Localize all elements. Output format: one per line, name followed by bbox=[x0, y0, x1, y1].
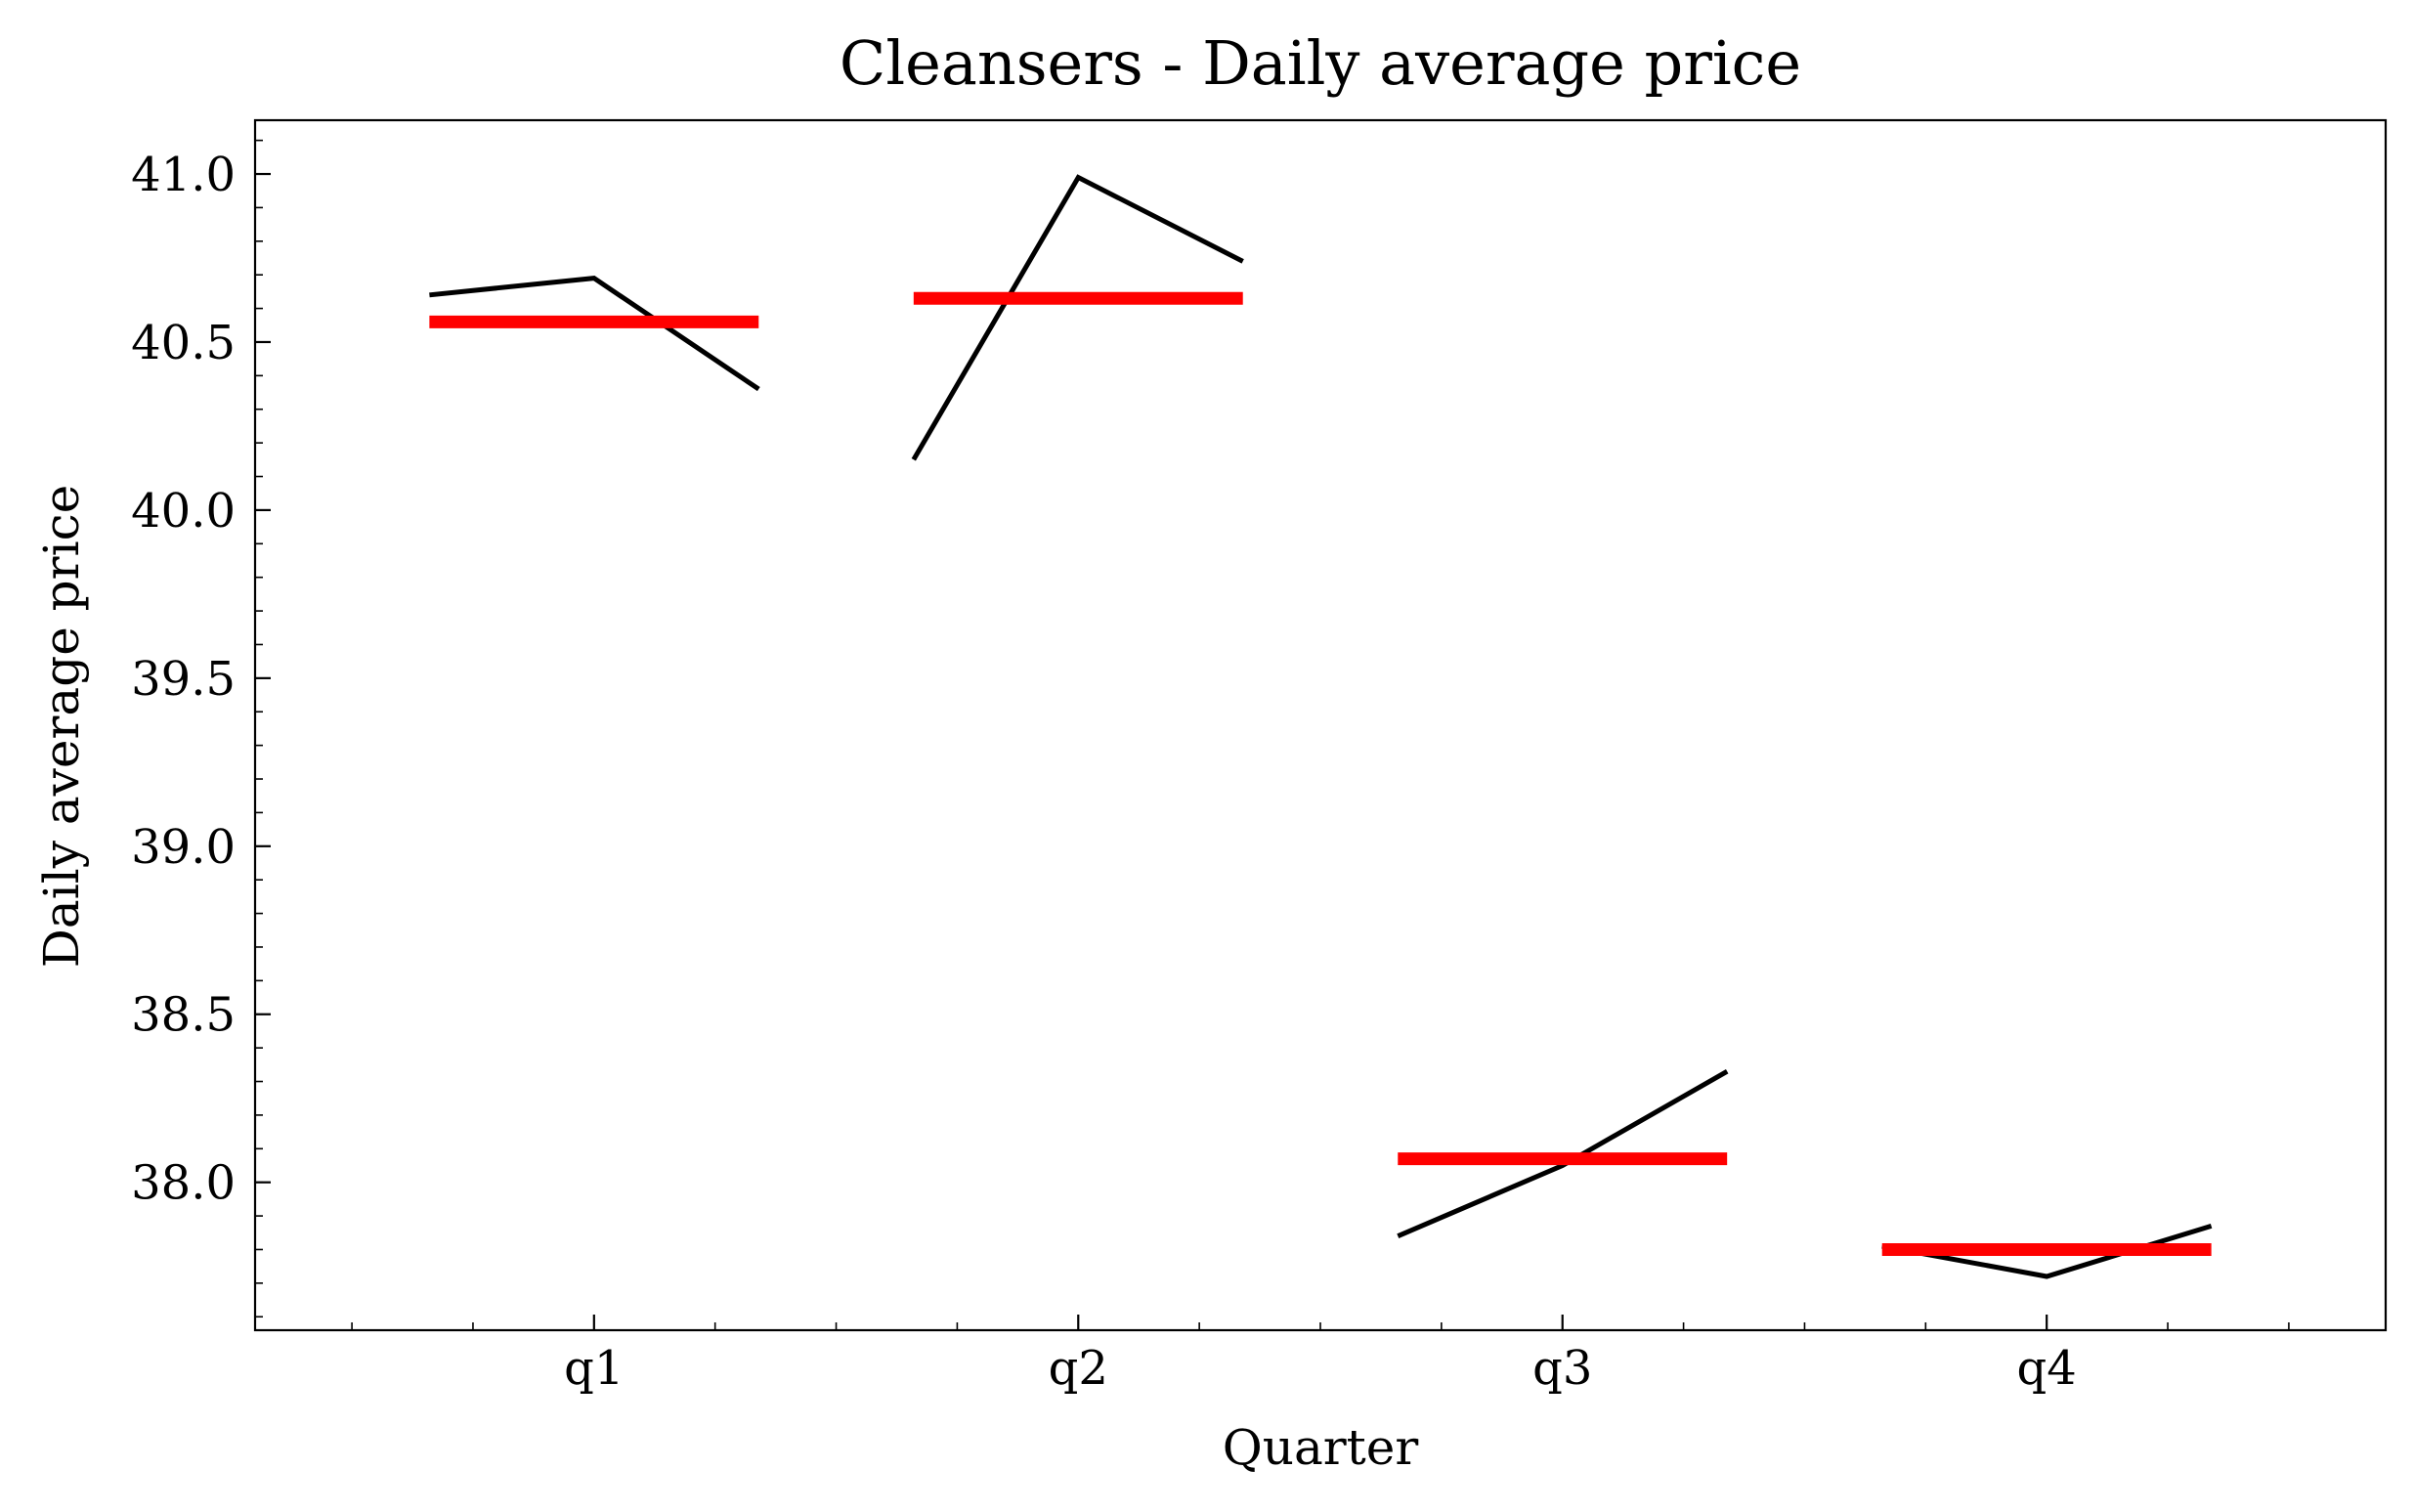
x-tick-label: q3 bbox=[1532, 1341, 1592, 1396]
x-tick-label: q4 bbox=[2017, 1341, 2077, 1396]
y-tick-label: 40.0 bbox=[131, 484, 236, 539]
y-axis-label: Daily average price bbox=[33, 485, 90, 968]
x-tick-label: q2 bbox=[1049, 1341, 1108, 1396]
y-tick-label: 38.0 bbox=[131, 1156, 236, 1211]
quarter-line bbox=[911, 174, 1244, 461]
plot-frame bbox=[253, 118, 2388, 1332]
x-axis-label: Quarter bbox=[1223, 1419, 1419, 1476]
x-tick-label: q1 bbox=[564, 1341, 624, 1396]
y-tick-label: 39.0 bbox=[131, 820, 236, 875]
chart-title: Cleansers - Daily average price bbox=[840, 27, 1801, 99]
y-tick-label: 38.5 bbox=[131, 988, 236, 1043]
y-tick-label: 39.5 bbox=[131, 652, 236, 707]
quarter-line bbox=[1397, 1069, 1729, 1238]
quarter-line bbox=[1881, 1224, 2213, 1279]
y-tick-label: 40.5 bbox=[131, 316, 236, 370]
y-tick-label: 41.0 bbox=[131, 148, 236, 202]
quarter-line bbox=[429, 276, 760, 392]
